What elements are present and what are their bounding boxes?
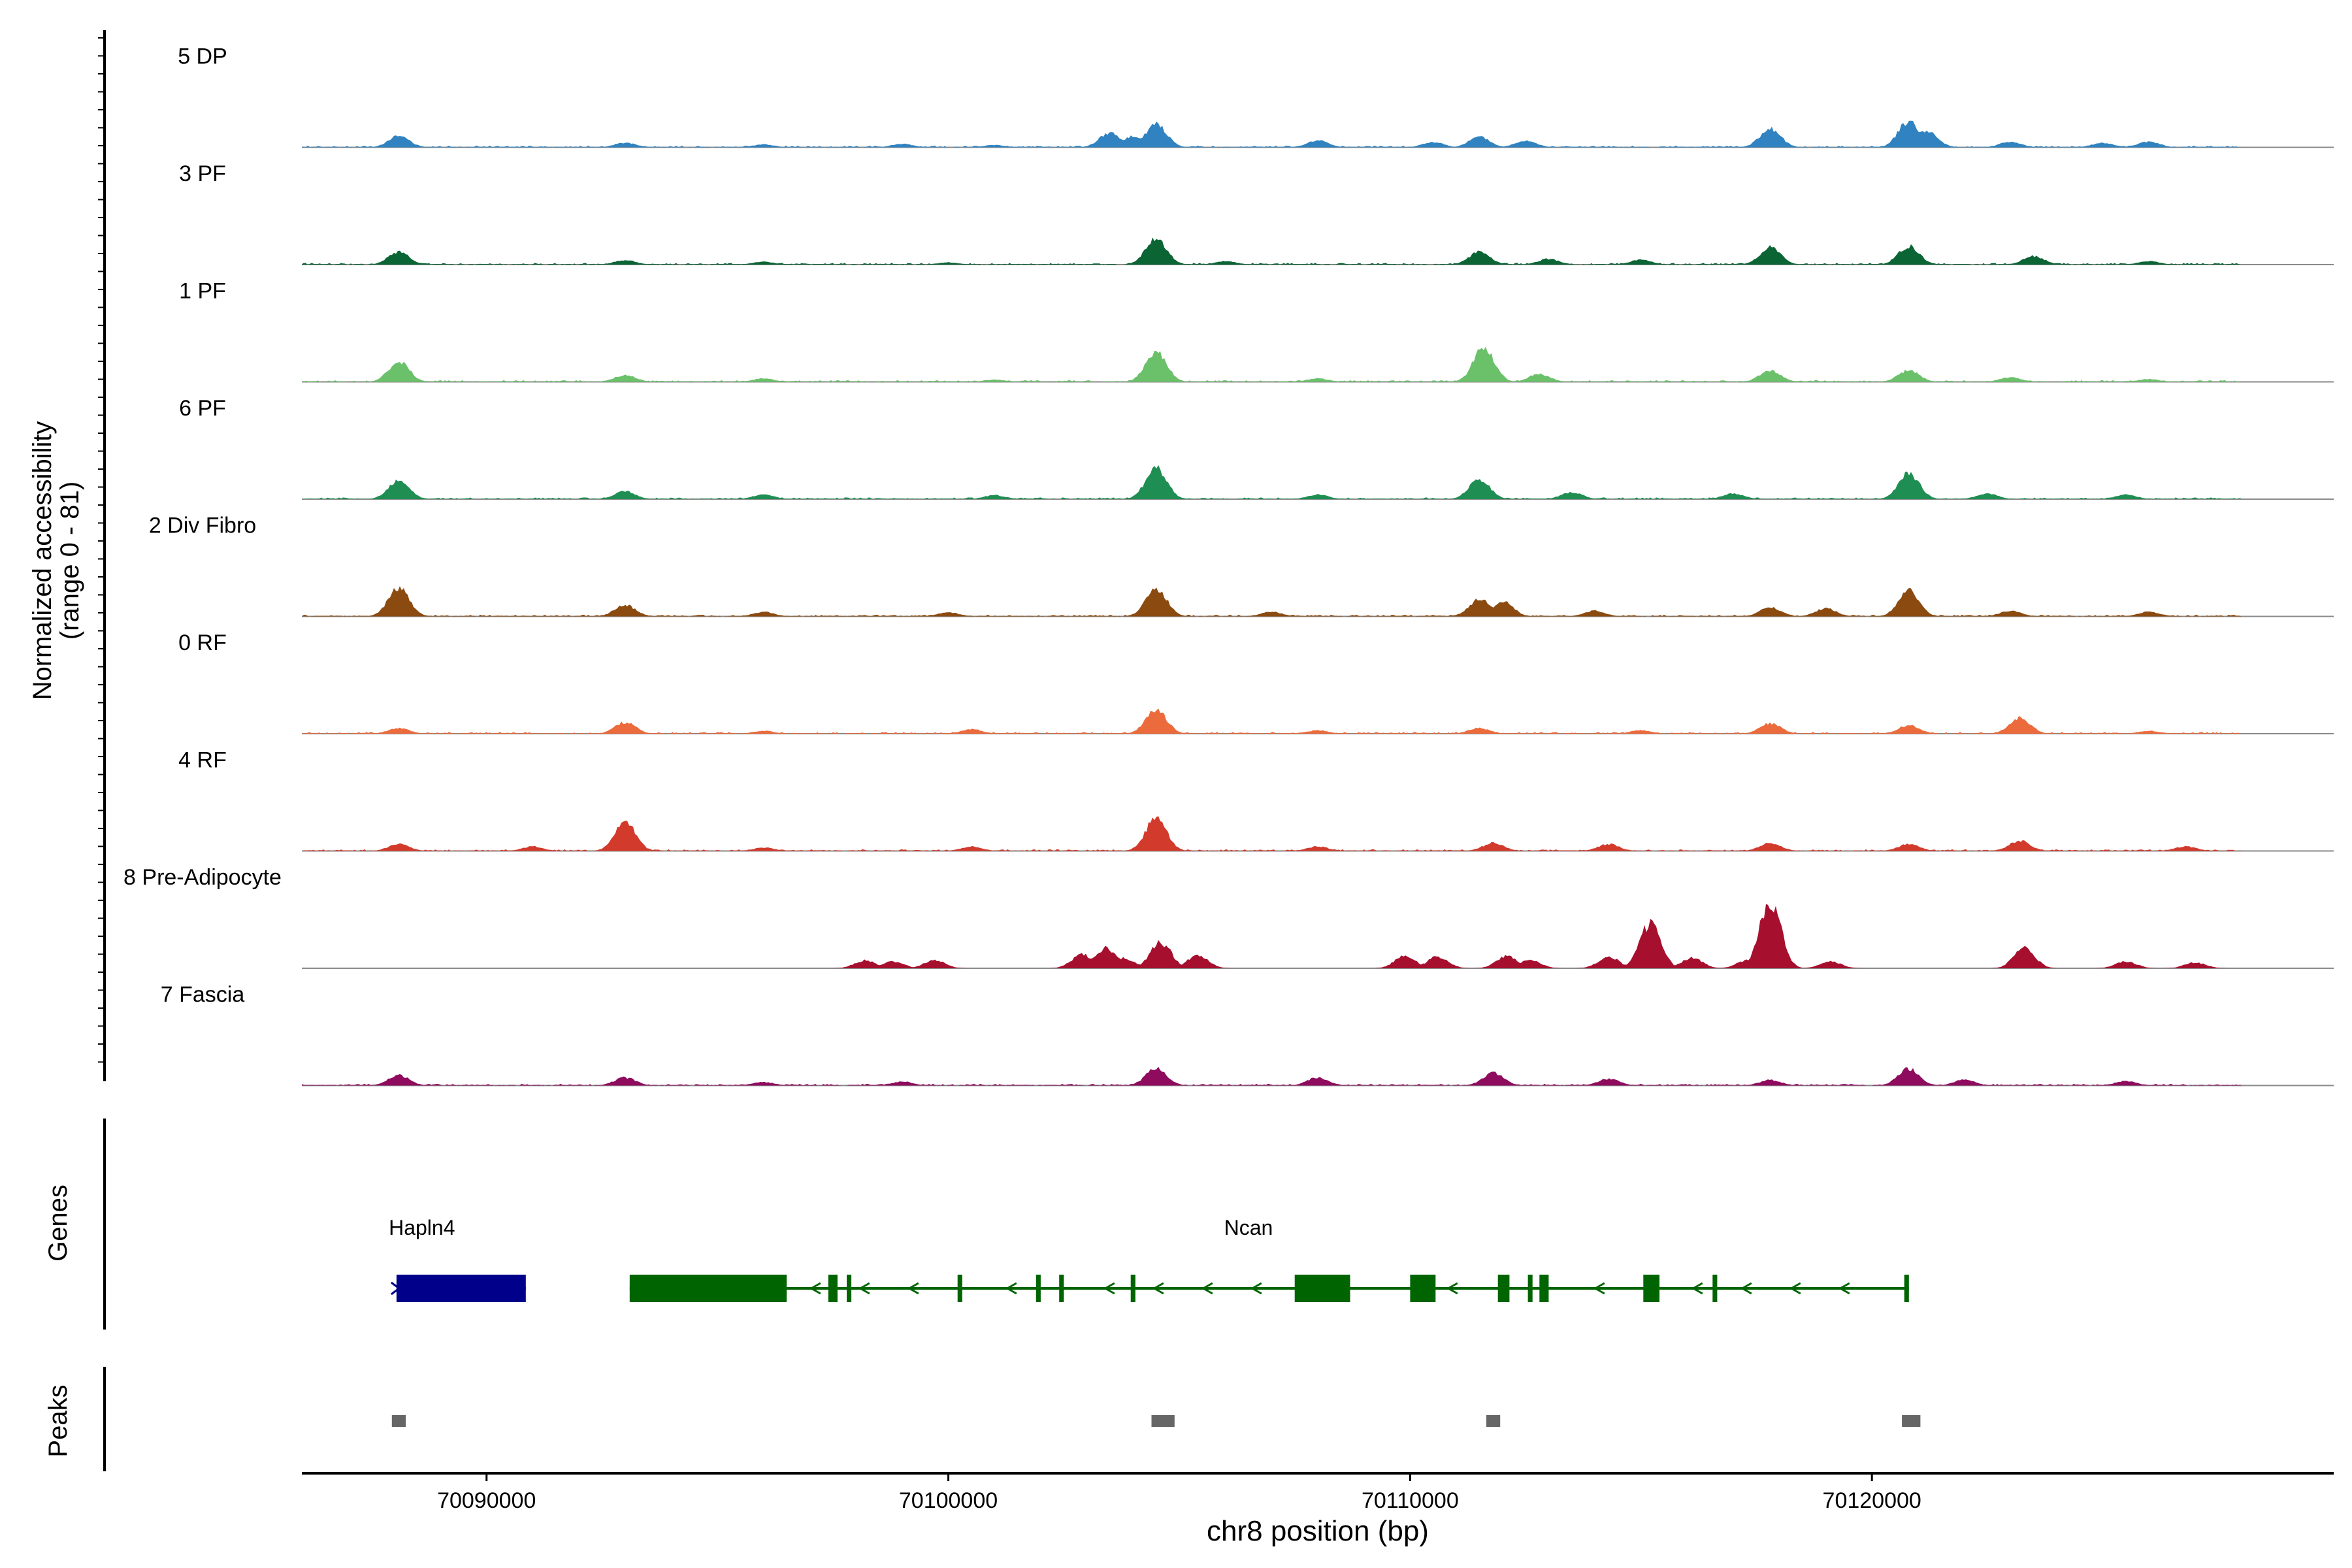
gene-name-label: Ncan bbox=[1224, 1216, 1273, 1239]
x-tick-label: 70120000 bbox=[1823, 1488, 1921, 1513]
gene-model: Ncan bbox=[629, 1216, 1909, 1302]
peak-bar bbox=[1151, 1415, 1175, 1427]
coverage-area bbox=[302, 346, 2242, 382]
gene-exon bbox=[847, 1275, 852, 1302]
track-label: 7 Fascia bbox=[161, 983, 245, 1007]
peak-bar bbox=[391, 1415, 406, 1427]
track-labels: 5 DP 3 PF 1 PF 6 PF 2 Div Fibro 0 RF 4 RF 8 Pre… bbox=[123, 44, 282, 1007]
gene-exon bbox=[1904, 1275, 1909, 1302]
strand-arrow bbox=[1250, 1282, 1262, 1295]
track-label: 3 PF bbox=[179, 161, 226, 186]
gene-exon bbox=[1497, 1275, 1510, 1302]
gene-annotations: Hapln4 Ncan bbox=[389, 1216, 1909, 1302]
strand-arrow bbox=[1789, 1282, 1801, 1295]
strand-arrow bbox=[1103, 1282, 1115, 1295]
gene-model: Hapln4 bbox=[389, 1216, 526, 1302]
coverage-area bbox=[302, 120, 2242, 148]
coverage-area bbox=[302, 465, 2242, 499]
peak-bar bbox=[1486, 1415, 1501, 1427]
coverage-y-axis bbox=[98, 30, 106, 1081]
track-label: 4 RF bbox=[178, 748, 227, 773]
track-label: 2 Div Fibro bbox=[149, 514, 256, 538]
genes-panel-title: Genes bbox=[44, 1184, 73, 1262]
coverage-area bbox=[302, 1066, 2242, 1086]
gene-exon bbox=[396, 1275, 526, 1302]
gene-exon bbox=[1643, 1275, 1659, 1302]
x-tick-label: 70110000 bbox=[1362, 1488, 1459, 1513]
strand-arrow bbox=[1838, 1282, 1850, 1295]
track-label: 5 DP bbox=[178, 44, 227, 69]
strand-arrow bbox=[809, 1282, 821, 1295]
peak-regions bbox=[391, 1415, 1921, 1427]
strand-arrow bbox=[1005, 1282, 1017, 1295]
gene-exon bbox=[1527, 1275, 1533, 1302]
x-axis-ticks: 70090000 70100000 70110000 70120000 bbox=[437, 1473, 1921, 1513]
x-tick-label: 70100000 bbox=[899, 1488, 998, 1513]
coverage-area bbox=[302, 586, 2242, 617]
peaks-panel-title: Peaks bbox=[44, 1384, 73, 1457]
strand-arrow bbox=[1201, 1282, 1213, 1295]
strand-arrow bbox=[1152, 1282, 1164, 1295]
coverage-area bbox=[302, 904, 2242, 968]
x-axis-title: chr8 position (bp) bbox=[1207, 1515, 1429, 1547]
strand-arrow bbox=[1691, 1282, 1703, 1295]
strand-arrow bbox=[1740, 1282, 1752, 1295]
x-tick-label: 70090000 bbox=[437, 1488, 536, 1513]
strand-arrow bbox=[1446, 1282, 1458, 1295]
strand-arrow bbox=[1593, 1282, 1605, 1295]
peak-bar bbox=[1902, 1415, 1921, 1427]
gene-exon bbox=[1410, 1275, 1436, 1302]
track-label: 0 RF bbox=[178, 630, 227, 655]
coverage-area bbox=[302, 237, 2242, 265]
gene-exon bbox=[828, 1275, 838, 1302]
gene-exon bbox=[1539, 1275, 1549, 1302]
coverage-area bbox=[302, 708, 2242, 734]
gene-exon bbox=[629, 1275, 787, 1302]
track-label: 8 Pre-Adipocyte bbox=[123, 865, 282, 890]
coverage-area bbox=[302, 816, 2242, 851]
gene-exon bbox=[1036, 1275, 1041, 1302]
gene-exon bbox=[1294, 1275, 1350, 1302]
coverage-tracks bbox=[302, 120, 2334, 1086]
gene-exon bbox=[1059, 1275, 1064, 1302]
track-label: 1 PF bbox=[179, 279, 226, 304]
coverage-y-axis-title-line2: (range 0 - 81) bbox=[56, 482, 84, 640]
coverage-y-axis-title-line1: Normalized accessibility bbox=[28, 421, 57, 700]
track-label: 6 PF bbox=[179, 396, 226, 421]
gene-exon bbox=[957, 1275, 962, 1302]
strand-arrow bbox=[858, 1282, 870, 1295]
gene-name-label: Hapln4 bbox=[389, 1216, 455, 1239]
gene-exon bbox=[1712, 1275, 1718, 1302]
gene-exon bbox=[1130, 1275, 1135, 1302]
strand-arrow bbox=[907, 1282, 919, 1295]
